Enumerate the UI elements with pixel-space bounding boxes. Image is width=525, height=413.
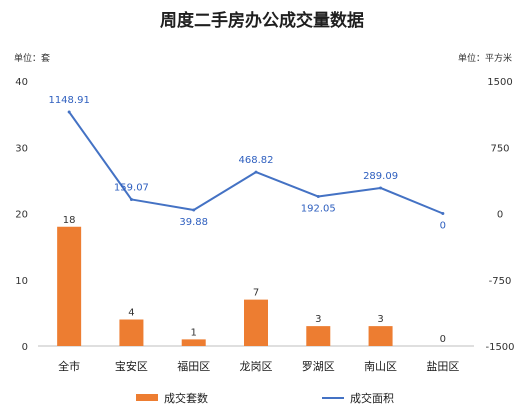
legend-bar-label: 成交套数 <box>164 391 208 405</box>
line-value-label: 0 <box>440 221 446 232</box>
left-axis-unit: 单位：套 <box>14 52 50 64</box>
line-value-label: 468.82 <box>239 155 274 166</box>
category-label: 南山区 <box>364 360 397 373</box>
bar <box>181 339 206 346</box>
line-point <box>379 186 383 190</box>
category-label: 龙岗区 <box>240 360 273 373</box>
category-label: 盐田区 <box>426 360 459 373</box>
category-label: 罗湖区 <box>302 360 335 373</box>
chart-title: 周度二手房办公成交量数据 <box>160 10 364 31</box>
line-point <box>441 212 445 215</box>
left-axis-tick-label: 30 <box>15 143 28 154</box>
bar <box>368 326 393 346</box>
legend-bar-swatch <box>136 394 158 401</box>
bar <box>57 226 82 346</box>
line-value-label: 289.09 <box>363 171 398 182</box>
bar-value-label: 3 <box>377 314 383 325</box>
line-point <box>254 170 258 174</box>
right-axis-tick-label: 750 <box>490 143 509 154</box>
bar-value-label: 1 <box>191 327 197 338</box>
right-axis-tick-label: 0 <box>497 210 503 221</box>
right-axis-tick-label: -750 <box>489 276 512 287</box>
right-axis-unit: 单位：平方米 <box>458 52 512 64</box>
line-point <box>192 208 196 212</box>
line-value-label: 192.05 <box>301 204 336 215</box>
bar <box>244 299 268 346</box>
bar <box>306 326 331 346</box>
bar <box>119 319 144 346</box>
left-axis-tick-label: 10 <box>15 276 28 287</box>
category-label: 宝安区 <box>115 359 148 373</box>
bar-series: 18 4 1 7 3 3 0 <box>57 215 446 346</box>
bar-value-label: 4 <box>128 308 134 319</box>
right-axis-tick-label: -1500 <box>485 342 514 353</box>
bar-value-label: 18 <box>63 215 76 226</box>
left-axis-tick-label: 40 <box>15 77 28 88</box>
line-point <box>67 110 71 114</box>
bar-value-label: 7 <box>253 288 259 299</box>
line-value-label: 159.07 <box>114 182 149 193</box>
line-value-label: 1148.91 <box>48 95 89 106</box>
legend-line-label: 成交面积 <box>350 391 394 405</box>
legend: 成交套数 成交面积 <box>136 391 394 405</box>
line-series: 1148.91 159.07 39.88 468.82 192.05 289.09 0 <box>48 95 446 231</box>
line-point <box>129 197 133 201</box>
right-axis-tick-label: 1500 <box>487 77 512 88</box>
line-value-label: 39.88 <box>179 217 208 228</box>
category-label: 福田区 <box>177 359 210 373</box>
left-axis-tick-label: 0 <box>22 342 28 353</box>
bar-value-label: 0 <box>440 334 446 345</box>
category-label: 全市 <box>58 359 80 373</box>
bar-value-label: 3 <box>315 314 321 325</box>
left-axis-tick-label: 20 <box>15 210 28 221</box>
line-point <box>316 195 320 199</box>
